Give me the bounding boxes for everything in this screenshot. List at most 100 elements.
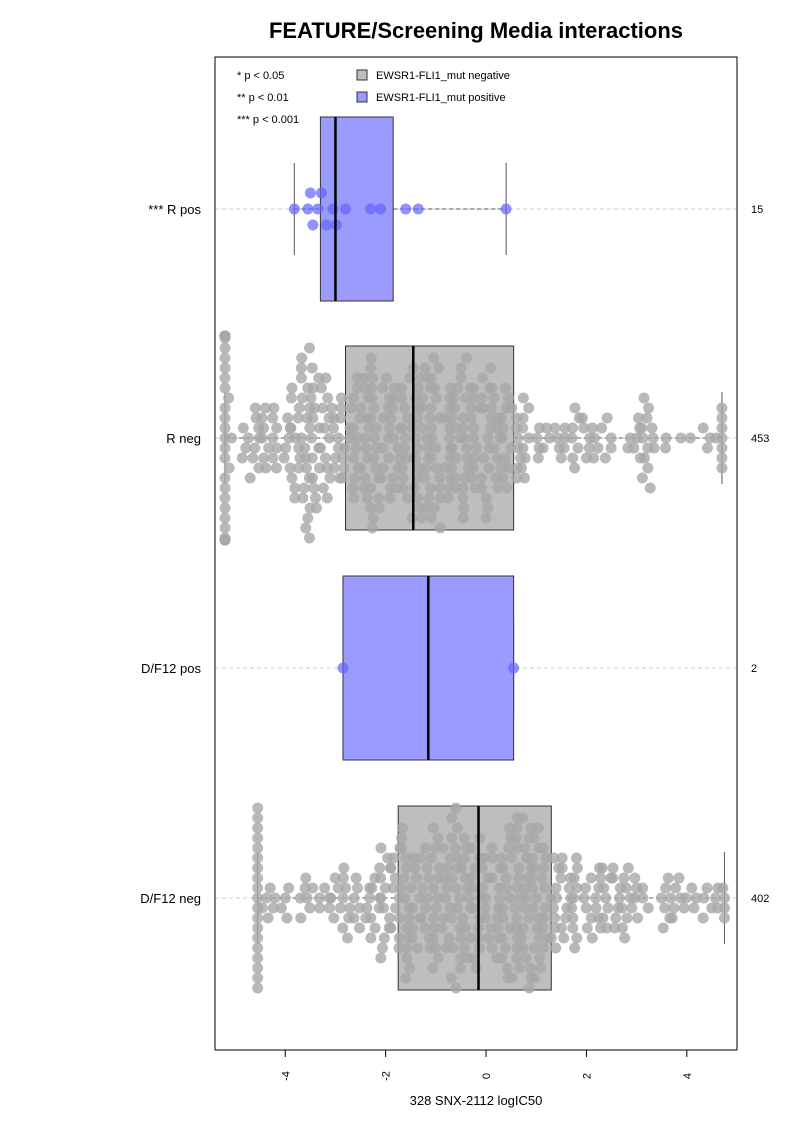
data-point — [297, 492, 309, 504]
data-point — [366, 522, 378, 534]
data-point — [292, 412, 304, 424]
data-point — [369, 432, 381, 444]
data-point — [387, 472, 399, 484]
data-point — [383, 452, 395, 464]
data-point — [538, 882, 550, 894]
data-point — [444, 422, 456, 434]
data-point — [596, 862, 608, 874]
data-point — [351, 382, 363, 394]
data-point — [361, 492, 373, 504]
data-point — [439, 462, 451, 474]
data-points — [252, 802, 730, 994]
x-tick-label: 4 — [682, 1073, 694, 1079]
data-point — [219, 342, 231, 354]
data-point — [626, 902, 638, 914]
data-point — [375, 892, 387, 904]
data-point — [476, 392, 488, 404]
data-point — [335, 402, 347, 414]
data-point — [415, 852, 427, 864]
data-point — [318, 422, 330, 434]
data-point — [382, 852, 394, 864]
data-point — [425, 852, 437, 864]
data-point — [455, 932, 467, 944]
box-group: D/F12 pos 2 — [141, 575, 757, 761]
data-point — [544, 432, 556, 444]
data-point — [397, 822, 409, 834]
data-point — [293, 402, 305, 414]
data-point — [401, 942, 413, 954]
data-point — [300, 522, 312, 534]
data-point — [512, 432, 524, 444]
data-point — [352, 462, 364, 474]
data-point — [383, 432, 395, 444]
data-point — [468, 392, 480, 404]
data-point — [252, 962, 264, 974]
data-point — [602, 902, 614, 914]
data-point — [462, 882, 474, 894]
data-point — [454, 892, 466, 904]
data-point — [662, 872, 674, 884]
data-point — [275, 902, 287, 914]
data-point — [261, 892, 273, 904]
data-point — [427, 962, 439, 974]
data-point — [697, 422, 709, 434]
data-point — [344, 422, 356, 434]
data-point — [454, 962, 466, 974]
data-point — [513, 872, 525, 884]
data-point — [629, 872, 641, 884]
data-point — [365, 362, 377, 374]
data-point — [605, 432, 617, 444]
data-point — [610, 912, 622, 924]
data-point — [411, 442, 423, 454]
x-tick-label: 2 — [581, 1073, 593, 1079]
data-point — [513, 862, 525, 874]
data-point — [511, 912, 523, 924]
data-point — [416, 422, 428, 434]
data-point — [337, 872, 349, 884]
data-point — [423, 932, 435, 944]
data-point — [383, 392, 395, 404]
data-point — [435, 492, 447, 504]
data-point — [571, 862, 583, 874]
data-point — [497, 912, 509, 924]
data-point — [506, 402, 518, 414]
data-point — [348, 452, 360, 464]
data-point — [399, 402, 411, 414]
data-point — [302, 512, 314, 524]
data-point — [295, 912, 307, 924]
data-point — [450, 842, 462, 854]
data-point — [226, 432, 238, 444]
x-tick-label: -2 — [381, 1071, 393, 1081]
data-point — [497, 422, 509, 434]
data-point — [716, 432, 728, 444]
data-point — [283, 882, 295, 894]
data-point — [533, 932, 545, 944]
data-point — [361, 902, 373, 914]
data-point — [341, 932, 353, 944]
data-point — [457, 422, 469, 434]
data-point — [394, 912, 406, 924]
data-point — [511, 952, 523, 964]
data-point — [304, 502, 316, 514]
data-point — [317, 402, 329, 414]
data-point — [354, 412, 366, 424]
data-point — [414, 892, 426, 904]
data-point — [438, 912, 450, 924]
data-point — [384, 492, 396, 504]
data-point — [347, 482, 359, 494]
data-point — [716, 422, 728, 434]
data-point — [523, 982, 535, 994]
data-point — [366, 392, 378, 404]
data-point — [369, 922, 381, 934]
data-point — [300, 462, 312, 474]
data-point — [440, 892, 452, 904]
data-point — [219, 422, 231, 434]
data-point — [293, 442, 305, 454]
data-point — [252, 972, 264, 984]
data-point — [385, 412, 397, 424]
data-point — [219, 472, 231, 484]
data-point — [540, 852, 552, 864]
data-point — [637, 882, 649, 894]
data-point — [716, 452, 728, 464]
data-point — [350, 872, 362, 884]
